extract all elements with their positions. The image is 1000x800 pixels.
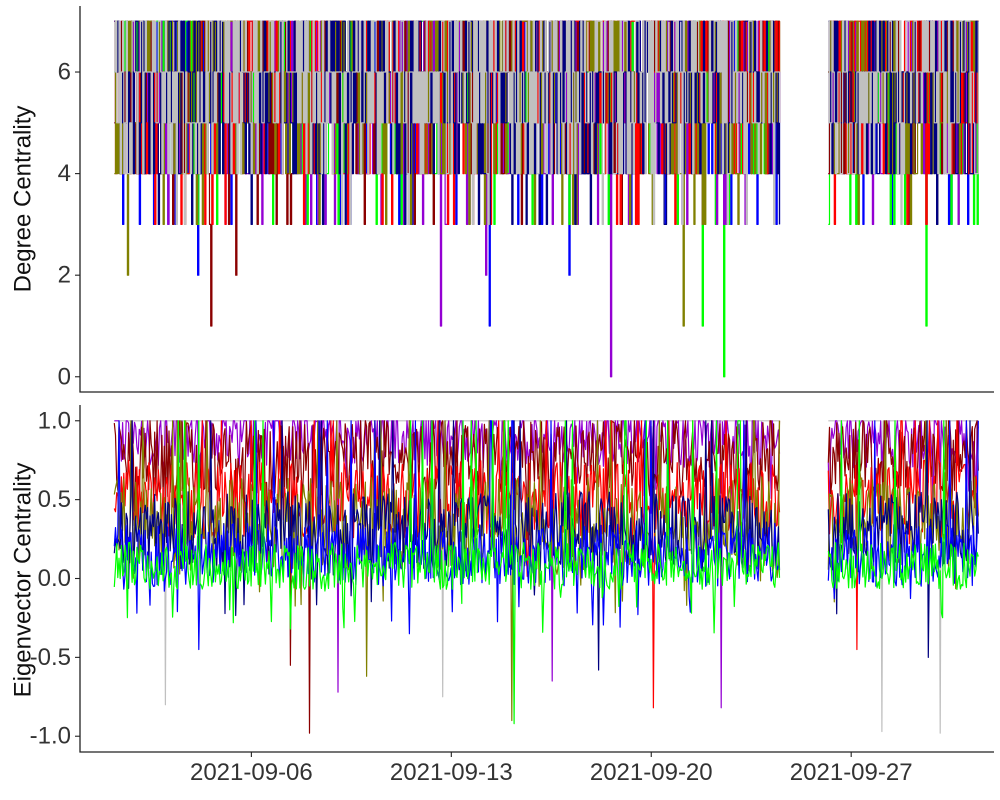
degree-centrality-panel: 0 2 4 6 Degree Centrality [9,6,994,393]
eigenvector-axes [79,405,994,753]
y-tick-label: 0.5 [38,486,71,513]
y-tick-label: 0.0 [38,565,71,592]
y-tick-label: 4 [58,160,71,187]
y-tick-label: 2 [58,262,71,289]
degree-series-line [114,20,979,225]
eigenvector-y-ticks: -1.0 -0.5 0.0 0.5 1.0 [30,407,80,750]
degree-axes [79,6,994,393]
y-tick-label: -0.5 [30,644,71,671]
eigenvector-centrality-panel: -1.0-0.50.00.51.0 2021-09-06 2021-09-13 20… [9,405,994,786]
degree-y-axis-title: Degree Centrality [9,106,36,293]
degree-y-ticks: 0 2 4 6 [58,59,80,390]
y-tick-label: -1.0 [30,723,71,750]
y-tick-label: 1.0 [38,407,71,434]
x-tick-label: 2021-09-27 [790,759,913,786]
y-tick-label: 6 [58,59,71,86]
eigenvector-series-group [113,420,979,734]
x-tick-label: 2021-09-13 [390,759,513,786]
eigenvector-series-line [113,420,979,709]
y-tick-label: 0 [58,363,71,390]
eigenvector-y-axis-title: Eigenvector Centrality [9,463,36,698]
x-tick-label: 2021-09-20 [590,759,713,786]
date-x-ticks: 2021-09-06 2021-09-13 2021-09-20 2021-09-27 [190,752,913,786]
x-tick-label: 2021-09-06 [190,759,313,786]
eigenvector-series-line [113,420,979,725]
degree-series-group [114,20,979,378]
